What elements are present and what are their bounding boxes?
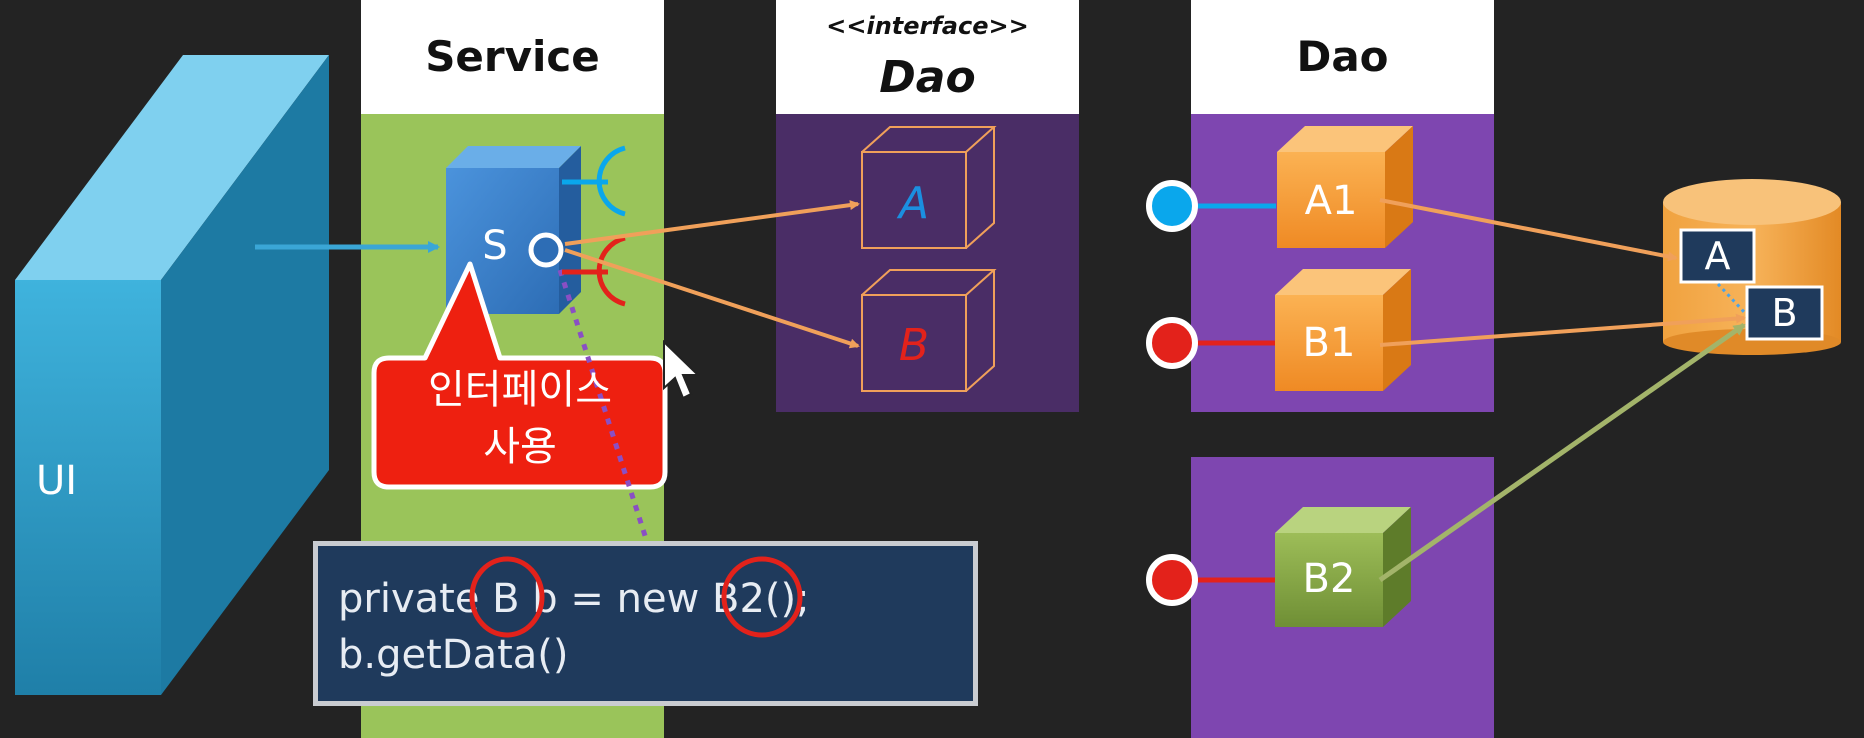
db-table-a [1679, 228, 1756, 284]
dao-cube-b1 [1275, 269, 1411, 391]
mouse-cursor-icon [663, 340, 701, 400]
ui-wall [15, 55, 329, 695]
interface-cube-a [861, 126, 997, 249]
dao-a1-label: A1 [1304, 178, 1358, 224]
dependency-dotted-line [557, 269, 651, 546]
a1-to-db-arrow [1379, 198, 1678, 262]
dao-b1-label: B1 [1302, 320, 1356, 366]
interface-column-title: Dao [879, 52, 976, 103]
interface-stereotype: <<interface>> [826, 12, 1029, 40]
service-column-title: Service [425, 32, 600, 81]
dao-column-title: Dao [1296, 32, 1389, 81]
db-table-b [1745, 285, 1824, 341]
interface-column-header: <<interface>> Dao [776, 0, 1079, 114]
dao-cube-a1 [1277, 126, 1413, 248]
service-to-interface-a-arrow [564, 200, 860, 246]
interface-b-label: B [898, 320, 930, 371]
code-snippet-box: private B b = new B2(); b.getData() [313, 541, 978, 706]
blue-socket-icon [596, 145, 626, 217]
service-to-interface-b-arrow [564, 248, 860, 349]
b1-to-db-arrow [1379, 313, 1746, 347]
service-cube-label: S [482, 223, 508, 269]
db-table-a-label: A [1704, 234, 1731, 278]
code-line-1: private B b = new B2(); [338, 576, 810, 622]
dao-column-header: Dao [1191, 0, 1494, 114]
callout-bubble [371, 261, 668, 490]
db-table-b-label: B [1771, 291, 1798, 335]
red-socket-icon [596, 235, 626, 307]
b2-lollipop-icon [1146, 554, 1198, 606]
a1-lollipop-icon [1146, 180, 1198, 232]
dao-b2-label: B2 [1302, 556, 1356, 602]
interface-a-label: A [898, 178, 930, 229]
ui-label: UI [36, 458, 78, 504]
service-column-header: Service [361, 0, 664, 114]
callout-line-1: 인터페이스 [428, 367, 612, 413]
code-line-2: b.getData() [338, 632, 569, 678]
b2-to-db-arrow [1378, 322, 1746, 583]
callout-line-2: 사용 [483, 424, 557, 470]
service-lollipop-icon [528, 232, 564, 268]
interface-cube-b [861, 269, 997, 392]
b1-lollipop-icon [1146, 317, 1198, 369]
